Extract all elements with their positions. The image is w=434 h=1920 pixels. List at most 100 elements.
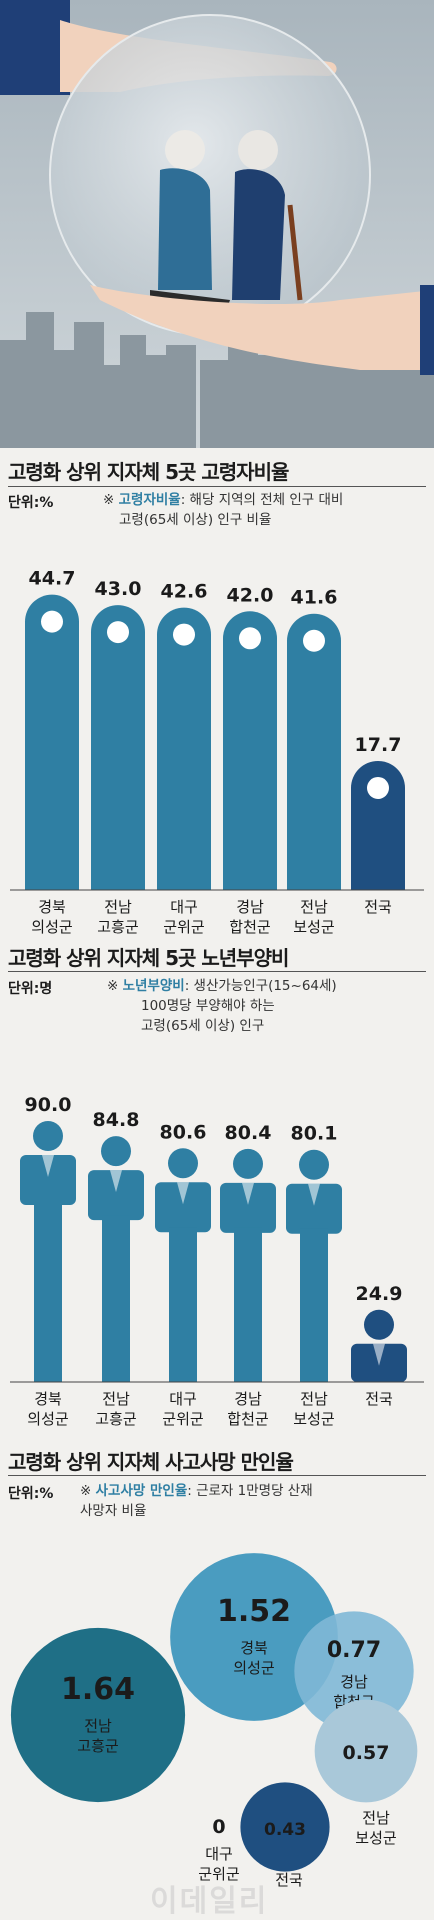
bar [157, 607, 211, 890]
bar-body [234, 1227, 262, 1382]
bar [91, 605, 145, 890]
bar-shoulders [88, 1170, 144, 1221]
bar-head [101, 1136, 131, 1167]
bar-rect [351, 760, 405, 890]
data-label: 24.9 [356, 1283, 403, 1305]
bar-rect [287, 613, 341, 890]
bubble [314, 1699, 418, 1803]
unit-label-dependency: 단위:명 [8, 981, 53, 997]
category-label: 전남 [300, 1390, 328, 1408]
hero-illustration [0, 0, 434, 448]
bar-shoulders [220, 1182, 276, 1233]
watermark: 이데일리 [150, 1884, 269, 1919]
bubble-label: 경남 [340, 1673, 368, 1691]
data-label: 80.1 [291, 1123, 338, 1145]
bar [20, 1121, 76, 1382]
bar-head [33, 1121, 63, 1151]
unit-label-accident: 단위:% [8, 1486, 54, 1502]
bubble-label: 군위군 [198, 1865, 240, 1883]
tie-icon [373, 1343, 385, 1366]
note-mark: ※ [103, 492, 115, 508]
section-title-ratio: 고령화 상위 지자체 5곳 고령자비율 [8, 460, 289, 484]
data-label: 90.0 [25, 1094, 72, 1116]
bubble [10, 1627, 186, 1803]
bubble-label: 보성군 [355, 1829, 397, 1847]
bar-head [233, 1148, 263, 1179]
bar-shoulders [155, 1182, 211, 1233]
category-label: 경북 [34, 1390, 62, 1408]
data-label: 0 [212, 1816, 225, 1838]
bubble-circle [314, 1699, 418, 1803]
bar-dot [239, 627, 261, 650]
data-label: 42.0 [227, 584, 274, 606]
bar-dot [173, 623, 195, 646]
tie-icon [242, 1182, 254, 1205]
category-label: 군위군 [162, 1410, 204, 1428]
bar-shoulders [20, 1155, 76, 1205]
bar-dot [41, 610, 63, 633]
bar-rect [91, 605, 145, 890]
section-title-dependency: 고령화 상위 지자체 5곳 노년부양비 [8, 946, 289, 970]
category-label: 경남 [236, 898, 264, 916]
tie-icon [110, 1170, 122, 1193]
data-label: 0.43 [264, 1820, 306, 1840]
note-line: 고령(65세 이상) 인구 비율 [119, 512, 272, 528]
category-label: 전국 [365, 1390, 393, 1408]
category-label: 경북 [38, 898, 66, 916]
section-divider [8, 486, 426, 487]
data-label: 1.52 [217, 1594, 291, 1629]
bar-head [299, 1149, 329, 1180]
bubble-label: 의성군 [233, 1659, 275, 1677]
bar-body [102, 1215, 130, 1382]
bar [25, 594, 79, 890]
note-line: 100명당 부양해야 하는 [141, 998, 275, 1014]
note-mark: ※ [107, 978, 119, 994]
bubble [294, 1611, 414, 1731]
note-line: : 생산가능인구(15~64세) [184, 978, 337, 994]
bubble [240, 1782, 330, 1872]
note-key: 고령자비율 [118, 492, 181, 508]
bar-rect [25, 594, 79, 890]
bubble-circle [294, 1611, 414, 1731]
category-label: 전남 [104, 898, 132, 916]
data-label: 80.4 [225, 1122, 272, 1144]
bar [286, 1149, 342, 1382]
bar-head [168, 1148, 198, 1179]
section-divider [8, 971, 426, 972]
data-label: 41.6 [291, 587, 338, 609]
note-key: 노년부양비 [122, 978, 185, 994]
category-label: 경남 [234, 1390, 262, 1408]
category-label: 보성군 [293, 1410, 335, 1428]
bar-shoulders [286, 1183, 342, 1234]
category-label: 의성군 [27, 1410, 69, 1428]
bubble-label: 경북 [240, 1639, 268, 1657]
tie-icon [42, 1155, 54, 1177]
bar [287, 613, 341, 890]
bar [88, 1136, 144, 1382]
bar-rect [157, 607, 211, 890]
tie-icon [177, 1182, 189, 1205]
note-key: 사고사망 만인율 [95, 1483, 188, 1499]
data-label: 43.0 [95, 578, 142, 600]
category-label: 합천군 [227, 1410, 269, 1428]
bar [351, 1309, 407, 1382]
bar [223, 611, 277, 890]
bar-rect [223, 611, 277, 890]
note-mark: ※ [80, 1483, 92, 1499]
category-label: 전남 [300, 898, 328, 916]
category-label: 대구 [169, 1390, 197, 1408]
data-label: 44.7 [29, 568, 76, 590]
supporting-hand-icon [90, 285, 434, 375]
note-line: : 해당 지역의 전체 인구 대비 [180, 492, 344, 508]
category-label: 고흥군 [95, 1410, 137, 1428]
data-label: 0.77 [327, 1638, 381, 1663]
data-label: 1.64 [61, 1672, 135, 1707]
note-ratio: ※ 고령자비율: 해당 지역의 전체 인구 대비 고령(65세 이상) 인구 비… [103, 490, 343, 530]
bar [351, 760, 405, 890]
bar [220, 1148, 276, 1382]
note-dependency: ※ 노년부양비: 생산가능인구(15~64세) 100명당 부양해야 하는 고령… [107, 976, 337, 1036]
note-line: 고령(65세 이상) 인구 [141, 1018, 265, 1034]
bar-dot [107, 621, 129, 644]
